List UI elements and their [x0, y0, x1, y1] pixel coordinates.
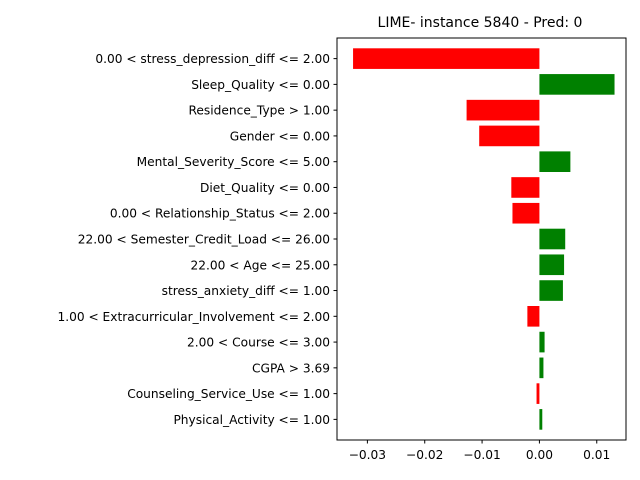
y-tick-labels-group: 0.00 < stress_depression_diff <= 2.00 Sle…: [57, 52, 337, 427]
x-tick-label: 0.01: [583, 448, 610, 462]
y-tick-label: 2.00 < Course <= 3.00: [187, 336, 330, 350]
bar: [353, 48, 540, 69]
y-tick-label: 0.00 < Relationship_Status <= 2.00: [110, 207, 330, 221]
bar: [527, 306, 540, 327]
bar: [539, 280, 563, 301]
y-tick-label: 1.00 < Extracurricular_Involvement <= 2.…: [57, 310, 330, 324]
y-tick-label: Counseling_Service_Use <= 1.00: [127, 387, 330, 401]
y-tick-label: 0.00 < stress_depression_diff <= 2.00: [95, 52, 330, 66]
chart-title: LIME- instance 5840 - Pred: 0: [378, 15, 583, 31]
x-tick-label: −0.03: [349, 448, 386, 462]
bar: [539, 331, 545, 353]
x-tick-label: −0.01: [463, 448, 500, 462]
y-tick-label: Gender <= 0.00: [230, 129, 330, 143]
y-tick-label: Residence_Type > 1.00: [189, 104, 331, 118]
x-tick-label: −0.02: [406, 448, 443, 462]
bar: [511, 177, 540, 198]
y-tick-label: Mental_Severity_Score <= 5.00: [137, 155, 330, 169]
y-tick-label: stress_anxiety_diff <= 1.00: [162, 284, 330, 298]
x-axis-group: −0.03 −0.02 −0.01 0.00 0.01: [349, 440, 610, 462]
x-tick-label: 0.00: [526, 448, 553, 462]
bar: [512, 202, 540, 224]
bar: [536, 383, 540, 404]
bar: [539, 228, 566, 250]
bar: [466, 99, 540, 121]
bar: [479, 125, 540, 147]
bar: [539, 254, 565, 276]
plot-frame: [336, 37, 627, 441]
bars-group: [353, 48, 615, 430]
y-tick-label: Diet_Quality <= 0.00: [200, 181, 330, 195]
bar: [539, 357, 544, 379]
bar: [539, 151, 571, 172]
y-tick-label: Sleep_Quality <= 0.00: [191, 78, 330, 92]
bar: [539, 74, 615, 95]
bar: [539, 409, 543, 430]
y-tick-label: 22.00 < Age <= 25.00: [191, 258, 330, 272]
y-tick-label: Physical_Activity <= 1.00: [173, 413, 330, 427]
y-tick-label: 22.00 < Semester_Credit_Load <= 26.00: [78, 233, 330, 247]
y-tick-label: CGPA > 3.69: [252, 361, 330, 375]
